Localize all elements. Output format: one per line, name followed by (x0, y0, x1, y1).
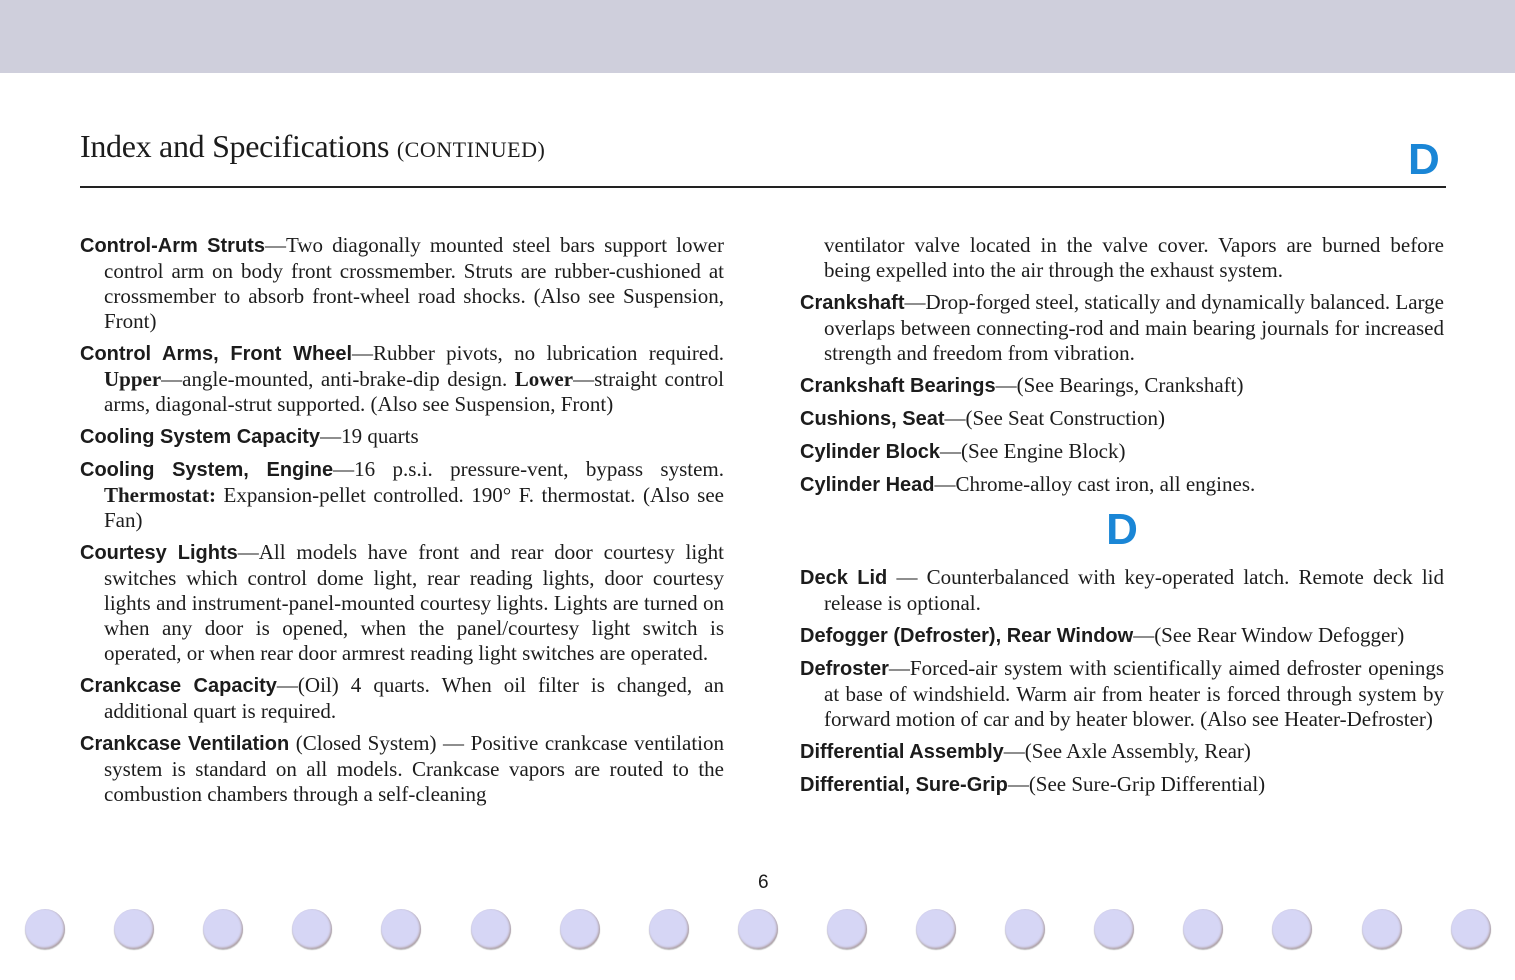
binder-hole (470, 909, 511, 949)
entry-term: Cushions, Seat (800, 408, 945, 430)
right-column: ventilator valve located in the valve co… (800, 233, 1444, 805)
index-entry: Control Arms, Front Wheel—Rubber pivots,… (80, 341, 724, 417)
entry-text: —(Oil) 4 quarts. When oil filter is chan… (104, 673, 724, 723)
top-band (0, 0, 1515, 73)
entry-text: —straight control arms, diagonal-strut s… (104, 367, 724, 416)
entry-term: Courtesy Lights (80, 542, 238, 564)
entry-term: Crankcase Capacity (80, 675, 277, 697)
entry-text: —Rubber pivots, no lubrication required. (352, 341, 724, 365)
continued-paragraph: ventilator valve located in the valve co… (824, 233, 1444, 282)
entry-text: —(See Bearings, Crankshaft) (995, 373, 1244, 397)
index-entry: Cushions, Seat—(See Seat Construction) (800, 406, 1444, 432)
entry-term: Cooling System Capacity (80, 426, 321, 448)
binder-hole (1183, 909, 1224, 949)
binder-hole (559, 909, 600, 949)
entry-term: Cylinder Block (800, 441, 941, 463)
binder-hole (381, 909, 422, 949)
binder-hole (1094, 909, 1135, 949)
entry-text: —16 p.s.i. pressure-vent, bypass system. (333, 457, 724, 481)
entry-text: —(See Rear Window Defogger) (1133, 623, 1405, 647)
section-d-heading: D (800, 505, 1444, 555)
entry-text: —Forced-air system with scientifically a… (824, 656, 1444, 731)
title-suffix: (CONTINUED) (396, 137, 546, 162)
entry-term: Crankshaft (800, 292, 905, 314)
index-entry: Cylinder Block—(See Engine Block) (800, 439, 1444, 465)
binder-hole (648, 909, 689, 949)
entry-text: —angle-mounted, anti-brake-dip design. (161, 367, 515, 391)
binder-hole (826, 909, 867, 949)
entry-term: Control-Arm Struts (80, 235, 265, 257)
entry-term: Defogger (Defroster), Rear Window (800, 625, 1134, 647)
index-entry: Cooling System, Engine—16 p.s.i. pressur… (80, 457, 724, 533)
binder-hole (203, 909, 244, 949)
entry-term: Cooling System, Engine (80, 459, 334, 481)
left-column: Control-Arm Struts—Two diagonally mounte… (80, 233, 724, 814)
index-entry: Cylinder Head—Chrome-alloy cast iron, al… (800, 472, 1444, 498)
entry-subterm: Lower (514, 367, 574, 391)
entry-text: —(See Sure-Grip Differential) (1007, 772, 1266, 796)
entry-text: —(See Engine Block) (940, 439, 1126, 463)
index-entry: Cooling System Capacity—19 quarts (80, 424, 724, 450)
index-entry: Control-Arm Struts—Two diagonally mounte… (80, 233, 724, 334)
entry-text: —(See Seat Construction) (944, 406, 1165, 430)
entry-term: Defroster (800, 658, 889, 680)
index-entry: Courtesy Lights—All models have front an… (80, 540, 724, 666)
index-entry: Defroster—Forced-air system with scienti… (800, 656, 1444, 732)
page-number: 6 (758, 872, 769, 893)
index-entry: Defogger (Defroster), Rear Window—(See R… (800, 623, 1444, 649)
binder-hole (114, 909, 155, 949)
binder-hole (1005, 909, 1046, 949)
index-entry: Crankcase Capacity—(Oil) 4 quarts. When … (80, 673, 724, 724)
section-tab-letter: D (1408, 135, 1440, 184)
binder-hole (292, 909, 333, 949)
entry-term: Control Arms, Front Wheel (80, 343, 352, 365)
binder-hole (1450, 909, 1491, 949)
binder-hole (737, 909, 778, 949)
entry-text: (Closed System) — Positive crankcase ven… (104, 731, 724, 806)
entry-text: —(See Axle Assembly, Rear) (1003, 739, 1251, 763)
binder-hole (1361, 909, 1402, 949)
index-entry: Differential Assembly—(See Axle Assembly… (800, 739, 1444, 765)
entry-term: Deck Lid (800, 567, 888, 589)
page-title: Index and Specifications (CONTINUED) (80, 128, 545, 165)
index-entry: Crankshaft—Drop-forged steel, statically… (800, 290, 1444, 366)
entry-text: —Two diagonally mounted steel bars suppo… (104, 233, 724, 333)
entry-text: Expansion-pellet controlled. 190° F. the… (104, 483, 724, 532)
entry-subterm: Thermostat: (104, 483, 216, 507)
entry-term: Differential, Sure-Grip (800, 774, 1008, 796)
header-rule (80, 186, 1446, 188)
index-entry: Differential, Sure-Grip—(See Sure-Grip D… (800, 772, 1444, 798)
entry-subterm: Upper (104, 367, 162, 391)
entry-text: — Counterbalanced with key-operated latc… (824, 565, 1445, 615)
index-entry: Crankcase Ventilation (Closed System) — … (80, 731, 724, 807)
entry-text: —All models have front and rear door cou… (104, 540, 724, 665)
entry-text: —19 quarts (320, 424, 419, 448)
title-main: Index and Specifications (80, 128, 390, 164)
binder-hole (1272, 909, 1313, 949)
binder-hole (916, 909, 956, 949)
entry-term: Crankshaft Bearings (800, 375, 996, 397)
entry-term: Crankcase Ventilation (80, 733, 290, 755)
index-entry: Deck Lid — Counterbalanced with key-oper… (800, 565, 1444, 616)
entry-text: —Chrome-alloy cast iron, all engines. (934, 472, 1256, 496)
entry-term: Differential Assembly (800, 741, 1004, 763)
entry-text: —Drop-forged steel, statically and dynam… (824, 290, 1444, 365)
index-entry: Crankshaft Bearings—(See Bearings, Crank… (800, 373, 1444, 399)
entry-term: Cylinder Head (800, 474, 935, 496)
binder-hole (25, 909, 65, 949)
section-d-letter: D (1106, 505, 1138, 554)
